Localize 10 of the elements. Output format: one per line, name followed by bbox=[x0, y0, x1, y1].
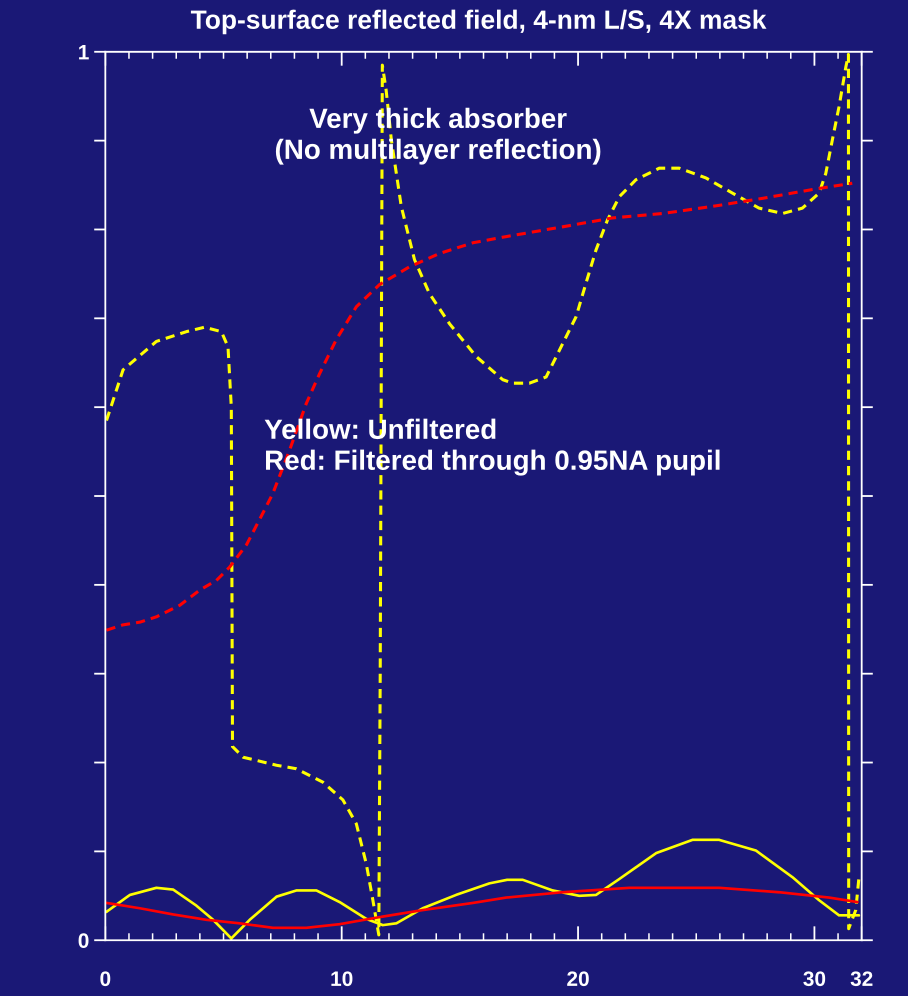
x-tick-label: 10 bbox=[331, 971, 352, 986]
line-series bbox=[105, 886, 859, 930]
line-series bbox=[105, 182, 854, 632]
x-tick-label: 30 bbox=[803, 971, 826, 986]
x-tick-label: 20 bbox=[567, 971, 589, 986]
x-tick-label: 0 bbox=[100, 971, 110, 986]
x-tick-label: 32 bbox=[850, 971, 872, 986]
chart-title: Top-surface reflected field, 4-nm L/S, 4X mask bbox=[190, 10, 766, 34]
annotation: Very thick absorber (No multilayer reflection) bbox=[276, 108, 600, 165]
y-tick-label: 1 bbox=[79, 45, 89, 60]
